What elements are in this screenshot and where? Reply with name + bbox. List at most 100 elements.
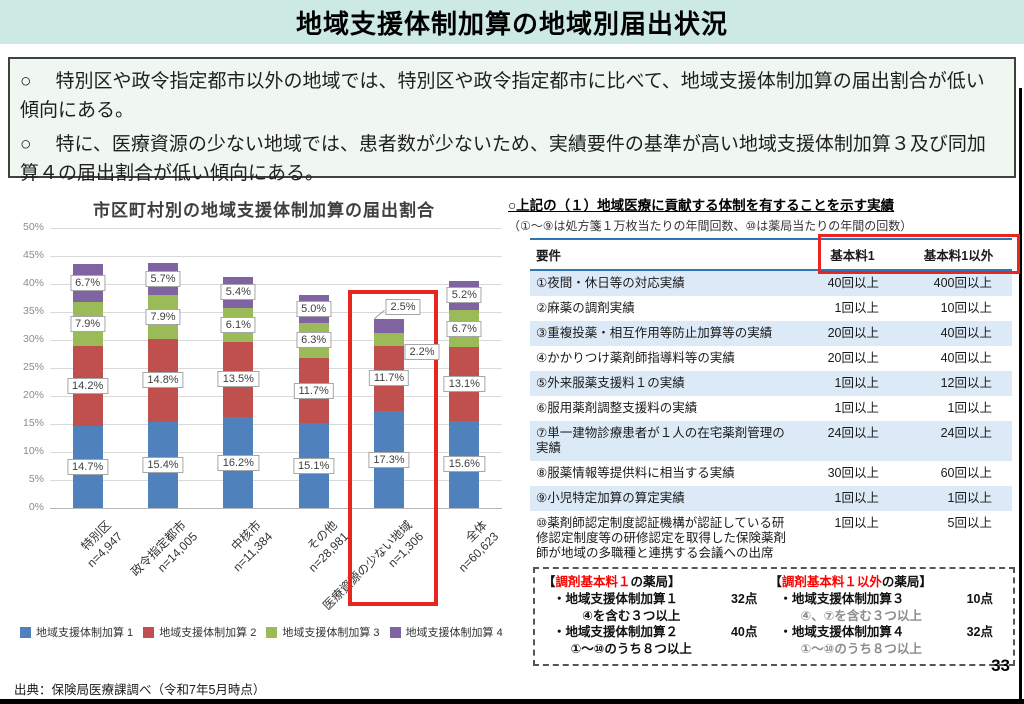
table-cell: 24回以上 xyxy=(827,426,879,440)
table-row: ⑧服薬情報等提供料に相当する実績 30回以上 60回以上 xyxy=(530,461,1012,486)
grid-line xyxy=(50,312,502,313)
legend-swatch xyxy=(389,626,401,638)
table-cell: 40回以上 xyxy=(940,351,992,365)
table-header-cell: 要件 xyxy=(530,239,800,271)
y-axis-tick-label: 45% xyxy=(22,249,44,261)
table-cell: ③重複投薬・相互作用等防止加算等の実績 xyxy=(536,326,773,340)
page-number: 33 xyxy=(991,656,1010,675)
screen-edge-bottom xyxy=(0,699,1024,704)
points-item-value: 32点 xyxy=(966,625,993,640)
bar-value-label: 6.1% xyxy=(220,316,256,333)
table-row: ②麻薬の調剤実績 1回以上 10回以上 xyxy=(530,296,1012,321)
table-cell: 1回以上 xyxy=(834,376,879,390)
grid-line xyxy=(50,396,502,397)
grid-line xyxy=(50,424,502,425)
table-cell: 1回以上 xyxy=(834,401,879,415)
table-cell: ①夜間・休日等の対応実績 xyxy=(536,276,685,290)
summary-box: ○ 特別区や政令指定都市以外の地域では、特別区や政令指定都市に比べて、地域支援体制… xyxy=(8,57,1016,184)
points-item: ・地域支援体制加算３ 10点 xyxy=(769,591,1005,608)
points-item: ・地域支援体制加算２ 40点 xyxy=(543,624,769,641)
bullet-text: 特別区や政令指定都市以外の地域では、特別区や政令指定都市に比べて、地域支援体制加… xyxy=(20,71,985,121)
requirements-table-wrap: 要件 基本料1 基本料1以外 ①夜間・休日等の対応実績 40回以上 400回以上 ②麻薬の調… xyxy=(530,234,1020,566)
points-item-label: ・地域支援体制加算１ xyxy=(553,591,679,606)
legend-label: 地域支援体制加算 4 xyxy=(405,627,503,639)
table-row: ⑨小児特定加算の算定実績 1回以上 1回以上 xyxy=(530,486,1012,511)
bar-value-label: 15.6% xyxy=(443,456,485,473)
bar-value-label: 6.7% xyxy=(446,320,482,337)
table-row: ③重複投薬・相互作用等防止加算等の実績 20回以上 40回以上 xyxy=(530,321,1012,346)
table-cell: 400回以上 xyxy=(933,276,992,290)
table-cell: 20回以上 xyxy=(827,351,879,365)
bullet-text: 特に、医療資源の少ない地域では、患者数が少ないため、実績要件の基準が高い地域支援… xyxy=(20,134,986,184)
grid-line xyxy=(50,340,502,341)
table-row: ⑥服用薬剤調整支援料の実績 1回以上 1回以上 xyxy=(530,396,1012,421)
table-header-row: 要件 基本料1 基本料1以外 xyxy=(530,239,1012,271)
table-cell: 24回以上 xyxy=(940,426,992,440)
points-item-condition: ④、⑦を含む３つ以上 xyxy=(800,608,922,623)
table-cell: 30回以上 xyxy=(827,466,879,480)
table-cell: 40回以上 xyxy=(940,326,992,340)
points-item-value: 10点 xyxy=(966,591,993,606)
table-row: ④かかりつけ薬剤師指導料等の実績 20回以上 40回以上 xyxy=(530,346,1012,371)
bar-value-label: 13.1% xyxy=(443,375,485,392)
screen-edge-right xyxy=(1019,88,1022,699)
bar-value-label: 7.9% xyxy=(70,316,106,333)
bar-value-label: 16.2% xyxy=(217,454,259,471)
bar-value-label: 2.2% xyxy=(404,344,440,361)
bar-value-label: 14.2% xyxy=(67,377,109,394)
points-column-right: 【調剤基本料１以外の薬局】 ・地域支援体制加算３ 10点 ④、⑦を含む３つ以上 ・地域支… xyxy=(769,574,1005,658)
page-title: 地域支援体制加算の地域別届出状況 xyxy=(295,8,728,39)
table-cell: 12回以上 xyxy=(940,376,992,390)
legend-label: 地域支援体制加算 1 xyxy=(36,627,134,639)
bar-value-label: 11.7% xyxy=(368,370,410,387)
chart-canvas: 0% 5% 10% 15% 20% 25% 30% 35% 40% 45% 50% 14.7% 14.2… xyxy=(14,194,514,660)
summary-bullet-1: ○ 特別区や政令指定都市以外の地域では、特別区や政令指定都市に比べて、地域支援体制… xyxy=(20,68,1002,125)
table-row: ⑦単一建物診療患者が１人の在宅薬剤管理の実績 24回以上 24回以上 xyxy=(530,421,1012,461)
table-cell: 20回以上 xyxy=(827,326,879,340)
points-item: ・地域支援体制加算４ 32点 xyxy=(769,624,1005,641)
bar-value-label: 14.7% xyxy=(67,458,109,475)
bar-value-label: 14.8% xyxy=(142,372,184,389)
points-item: ・地域支援体制加算１ 32点 xyxy=(543,591,769,608)
y-axis-tick-label: 10% xyxy=(22,445,44,457)
grid-line xyxy=(50,284,502,285)
legend-item-4: 地域支援体制加算 4 xyxy=(389,624,503,640)
table-cell: 1回以上 xyxy=(834,491,879,505)
table-header-cell: 基本料1以外 xyxy=(905,239,1012,271)
legend-swatch xyxy=(143,626,155,638)
y-axis-tick-label: 15% xyxy=(22,417,44,429)
table-cell: 5回以上 xyxy=(947,516,992,530)
points-item-condition: ④を含む３つ以上 xyxy=(582,608,681,623)
y-axis-tick-label: 0% xyxy=(28,501,44,513)
legend-item-3: 地域支援体制加算 3 xyxy=(266,624,380,640)
bar-value-label: 11.7% xyxy=(293,382,334,399)
table-cell: ⑦単一建物診療患者が１人の在宅薬剤管理の実績 xyxy=(536,426,785,455)
bar-value-label: 5.0% xyxy=(296,300,332,317)
legend-item-1: 地域支援体制加算 1 xyxy=(20,624,133,640)
bar-value-label: 5.4% xyxy=(220,284,256,301)
grid-line xyxy=(50,480,502,481)
table-header-highlight-box xyxy=(818,234,1020,274)
y-axis-tick-label: 50% xyxy=(22,221,44,233)
bar-value-label: 2.5% xyxy=(385,299,421,316)
table-cell: 40回以上 xyxy=(827,276,879,290)
y-axis-tick-label: 5% xyxy=(28,473,44,485)
bar-value-label: 15.1% xyxy=(293,457,335,474)
bar-value-label: 15.4% xyxy=(142,456,184,473)
y-axis-tick-label: 30% xyxy=(22,333,44,345)
table-header-cell: 基本料1 xyxy=(800,239,905,271)
source-note: 出典：保険局医療課調べ（令和7年5月時点） xyxy=(14,683,266,697)
table-row: ⑤外来服薬支援料１の実績 1回以上 12回以上 xyxy=(530,371,1012,396)
chart-title: 市区町村別の地域支援体制加算の届出割合 xyxy=(93,201,435,220)
points-item-label: ・地域支援体制加算４ xyxy=(779,625,905,640)
requirements-heading: ○上記の（１）地域医療に貢献する体制を有することを示す実績 xyxy=(508,198,895,213)
requirements-table: 要件 基本料1 基本料1以外 ①夜間・休日等の対応実績 40回以上 400回以上 ②麻薬の調… xyxy=(530,238,1012,566)
y-axis-tick-label: 35% xyxy=(22,305,44,317)
points-item-value: 40点 xyxy=(730,625,758,640)
table-cell: 1回以上 xyxy=(947,491,992,505)
y-axis-tick-label: 20% xyxy=(22,389,44,401)
table-cell: 1回以上 xyxy=(834,301,879,315)
points-item-value: 32点 xyxy=(730,591,758,606)
chart-section: 市区町村別の地域支援体制加算の届出割合 0% 5% 10% 15% 20% 25% 30% 3… xyxy=(14,194,514,660)
